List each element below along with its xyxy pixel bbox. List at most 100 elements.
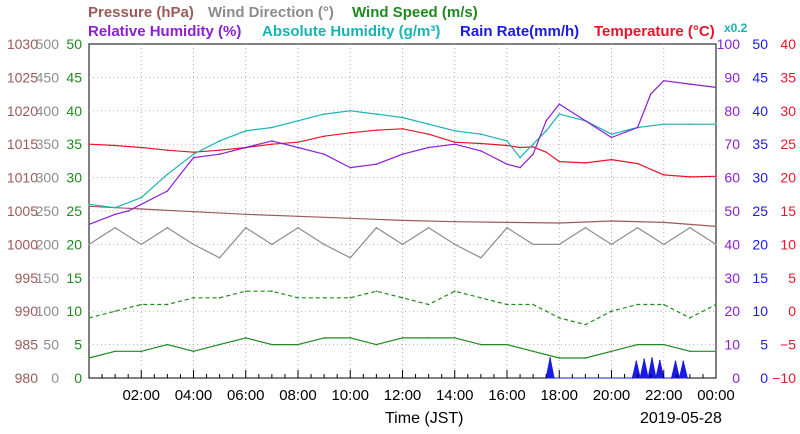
y-tick-pressure: 1020 — [7, 103, 38, 119]
series-absolute-humidity-g-m-point — [519, 156, 521, 159]
series-absolute-humidity-g-m-point — [245, 130, 247, 132]
y-tick-relative-humidity: 30 — [724, 270, 740, 286]
series-temperature-c-point — [480, 142, 482, 145]
series-pressure-hpa-point — [401, 219, 404, 222]
series-wind-direction-point — [323, 243, 325, 246]
series-wind-direction-point — [88, 243, 90, 246]
y-tick-relative-humidity: 70 — [724, 136, 740, 152]
series-pressure-hpa-point — [610, 220, 613, 222]
series-wind-speed-m-s-point — [88, 357, 90, 359]
series-wind-speed-m-s-gust-point — [636, 303, 639, 306]
series-temperature-c-point — [689, 176, 691, 178]
series-wind-speed-m-s-gust-point — [192, 297, 195, 299]
series-wind-speed-m-s-gust-point — [88, 317, 90, 319]
series-rain-rate-mm-h-point — [651, 357, 653, 359]
series-relative-humidity-point — [532, 153, 534, 155]
y-tick-wind-speed: 0 — [74, 370, 82, 386]
series-temperature-c-point — [166, 149, 169, 151]
series-wind-direction-point — [584, 226, 587, 229]
legend-pressure: Pressure (hPa) — [88, 4, 194, 21]
series-rain-rate-mm-h-point — [686, 377, 689, 379]
series-wind-direction-point — [558, 243, 561, 246]
series-rain-rate-mm-h-point — [631, 377, 634, 379]
y-tick-relative-humidity: 100 — [717, 36, 741, 52]
series-relative-humidity-point — [506, 163, 508, 165]
series-wind-direction-point — [532, 243, 534, 246]
y-tick-temperature: 20 — [780, 170, 796, 186]
series-wind-speed-m-s-point — [427, 337, 430, 339]
y-tick-temperature: 0 — [788, 303, 796, 319]
series-temperature-c-point — [584, 162, 587, 164]
series-wind-speed-m-s-gust-point — [480, 297, 482, 299]
y-tick-pressure: 1025 — [7, 69, 38, 85]
y-tick-rain-rate: 35 — [752, 136, 768, 152]
series-relative-humidity-point — [192, 156, 195, 159]
y-tick-pressure: 985 — [15, 337, 39, 353]
series-relative-humidity-point — [545, 120, 547, 122]
x-tick-label: 06:00 — [227, 387, 265, 404]
series-wind-speed-m-s-point — [689, 350, 691, 353]
series-wind-speed-m-s-gust-point — [375, 290, 378, 293]
y-tick-rain-rate: 45 — [752, 69, 768, 85]
series-pressure-hpa-point — [245, 213, 247, 216]
series-relative-humidity-point — [636, 126, 639, 129]
series-wind-direction-point — [166, 226, 169, 229]
y-tick-pressure: 1000 — [7, 236, 38, 252]
series-temperature-c-point — [545, 151, 547, 153]
series-pressure-hpa-point — [558, 222, 561, 224]
series-wind-speed-m-s-gust-point — [663, 303, 665, 306]
y-tick-wind-speed: 10 — [66, 303, 82, 319]
x-tick-label: 16:00 — [488, 387, 526, 404]
series-relative-humidity-point — [127, 210, 129, 212]
series-temperature-c-point — [114, 144, 116, 147]
y-tick-wind-speed: 20 — [66, 236, 82, 252]
series-wind-direction-point — [663, 243, 665, 246]
series-temperature-c-point — [636, 162, 639, 165]
series-absolute-humidity-g-m-point — [349, 110, 352, 112]
series-relative-humidity-point — [179, 173, 182, 176]
y-tick-wind-direction: 450 — [36, 69, 60, 85]
y-tick-relative-humidity: 60 — [724, 170, 740, 186]
series-absolute-humidity-g-m-point — [715, 123, 717, 125]
y-tick-wind-direction: 350 — [36, 136, 60, 152]
y-tick-wind-direction: 300 — [36, 170, 60, 186]
series-wind-speed-m-s-gust-point — [454, 290, 456, 293]
series-temperature-c-point — [192, 151, 195, 153]
legend-rain-rate: Rain Rate(mm/h) — [460, 23, 579, 40]
series-wind-direction-point — [427, 226, 430, 229]
series-pressure-hpa-point — [349, 217, 352, 220]
series-wind-direction-point — [689, 226, 691, 229]
series-relative-humidity-point — [297, 146, 299, 149]
series-absolute-humidity-g-m-point — [401, 116, 404, 119]
series-absolute-humidity-g-m-point — [689, 123, 691, 125]
series-wind-speed-m-s-point — [375, 343, 378, 346]
y-tick-wind-direction: 100 — [36, 303, 60, 319]
y-tick-pressure: 1030 — [7, 36, 38, 52]
series-wind-direction-point — [114, 226, 116, 229]
y-tick-wind-direction: 200 — [36, 236, 60, 252]
series-rain-rate-mm-h-point — [674, 360, 677, 363]
series-relative-humidity-point — [245, 146, 247, 149]
series-relative-humidity-point — [88, 223, 90, 226]
y-tick-wind-speed: 45 — [66, 69, 82, 85]
series-wind-speed-m-s-point — [610, 350, 613, 353]
x-tick-label: 14:00 — [436, 387, 474, 404]
y-tick-wind-speed: 40 — [66, 103, 82, 119]
series-temperature-c-point — [427, 133, 430, 135]
chart-date: 2019-05-28 — [640, 410, 722, 427]
series-temperature-c-point — [454, 141, 456, 143]
series-wind-speed-m-s-gust-point — [349, 297, 352, 299]
series-wind-speed-m-s-point — [454, 337, 456, 339]
series-wind-speed-m-s-gust-point — [245, 290, 247, 293]
y-tick-relative-humidity: 10 — [724, 337, 740, 353]
legend-absolute-humidity: Absolute Humidity (g/m³) — [262, 23, 440, 40]
y-tick-wind-direction: 500 — [36, 36, 60, 52]
series-pressure-hpa-point — [506, 221, 508, 224]
series-absolute-humidity-g-m-point — [114, 206, 116, 209]
series-wind-direction-point — [480, 257, 482, 259]
series-temperature-c-point — [532, 146, 534, 148]
series-wind-speed-m-s-point — [506, 343, 508, 346]
series-rain-rate-mm-h-point — [682, 360, 685, 363]
y-tick-rain-rate: 50 — [752, 36, 768, 52]
